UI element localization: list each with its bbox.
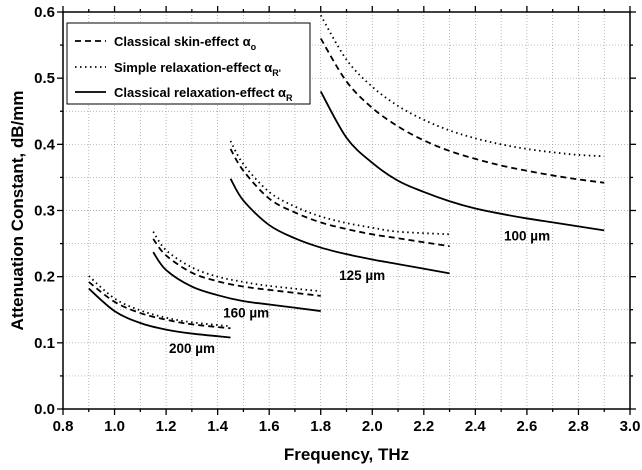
y-tick-label: 0.6: [34, 4, 55, 21]
series-classical-relaxation-1: [88, 287, 231, 339]
series-simple-relaxation-3: [229, 140, 450, 236]
series-skin-effect-1: [88, 281, 231, 330]
annotations: 200 µm 160 µm 125 µm 100 µm: [169, 228, 550, 355]
size-label: 100 µm: [504, 228, 550, 243]
curves: [88, 14, 605, 339]
y-tick-label: 0.5: [34, 70, 55, 87]
series-skin-effect-4: [319, 38, 605, 184]
y-axis-label: Attenuation Constant, dB/mm: [8, 91, 27, 331]
legend-label-skin-sub: o: [251, 42, 257, 52]
x-tick-label: 1.6: [259, 418, 280, 435]
x-tick-label: 1.8: [310, 418, 331, 435]
size-label: 125 µm: [339, 268, 385, 283]
ticks: 0.8 1.0 1.2 1.4 1.6 1.8 2.0 2.2 2.4 2.6 2.8 3.0 0.0 0…: [34, 4, 640, 435]
x-tick-label: 2.6: [516, 418, 537, 435]
x-tick-label: 2.4: [465, 418, 487, 435]
series-simple-relaxation-2: [152, 231, 321, 293]
x-tick-label: 2.0: [362, 418, 383, 435]
legend-box: [66, 22, 311, 105]
series-simple-relaxation-4: [319, 14, 605, 158]
legend-label-simple-main: Simple relaxation-effect α: [114, 60, 272, 75]
legend-label-classical: Classical relaxation-effect αR: [114, 85, 293, 103]
size-label: 160 µm: [223, 306, 269, 321]
legend: Classical skin-effect αo Simple relaxati…: [66, 22, 311, 105]
series-classical-relaxation-4: [319, 90, 605, 232]
size-label: 200 µm: [169, 341, 215, 356]
y-tick-label: 0.0: [34, 401, 55, 418]
legend-label-simple: Simple relaxation-effect αR': [114, 60, 281, 78]
y-tick-label: 0.3: [34, 203, 55, 220]
x-axis-label: Frequency, THz: [284, 445, 409, 464]
series-simple-relaxation-1: [88, 275, 231, 328]
series-skin-effect-2: [152, 238, 321, 297]
legend-label-skin: Classical skin-effect αo: [114, 34, 257, 52]
y-tick-label: 0.1: [34, 335, 55, 352]
legend-label-skin-main: Classical skin-effect α: [114, 34, 251, 49]
x-tick-label: 2.8: [568, 418, 589, 435]
series-skin-effect-3: [229, 148, 450, 248]
x-tick-label: 1.4: [207, 418, 229, 435]
y-tick-label: 0.4: [34, 136, 56, 153]
y-tick-label: 0.2: [34, 269, 55, 286]
x-tick-label: 0.8: [53, 418, 74, 435]
legend-label-simple-sub: R': [272, 68, 281, 78]
x-tick-label: 1.0: [104, 418, 125, 435]
x-tick-label: 1.2: [156, 418, 177, 435]
series-classical-relaxation-3: [229, 178, 450, 275]
legend-label-classical-sub: R: [286, 93, 293, 103]
series-classical-relaxation-2: [152, 251, 321, 312]
x-tick-label: 2.2: [413, 418, 434, 435]
legend-label-classical-main: Classical relaxation-effect α: [114, 85, 286, 100]
x-tick-label: 3.0: [620, 418, 641, 435]
